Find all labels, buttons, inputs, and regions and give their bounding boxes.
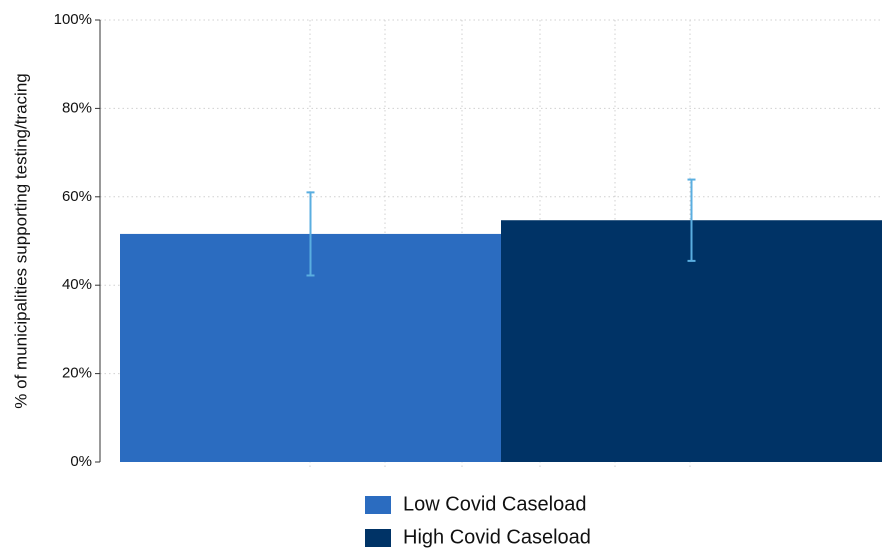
error-bar <box>687 178 696 262</box>
y-tick-label: 60% <box>62 188 92 205</box>
y-axis-label: % of municipalities supporting testing/t… <box>11 73 30 408</box>
y-tick-label: 0% <box>70 453 92 470</box>
legend-label: High Covid Caseload <box>403 526 591 548</box>
error-bar <box>306 191 315 277</box>
legend-swatch <box>365 496 391 514</box>
legend-label: Low Covid Caseload <box>403 493 586 515</box>
legend-swatch <box>365 529 391 547</box>
y-tick-label: 20% <box>62 365 92 382</box>
y-tick-label: 100% <box>54 11 92 28</box>
y-tick-label: 80% <box>62 99 92 116</box>
y-tick-label: 40% <box>62 276 92 293</box>
